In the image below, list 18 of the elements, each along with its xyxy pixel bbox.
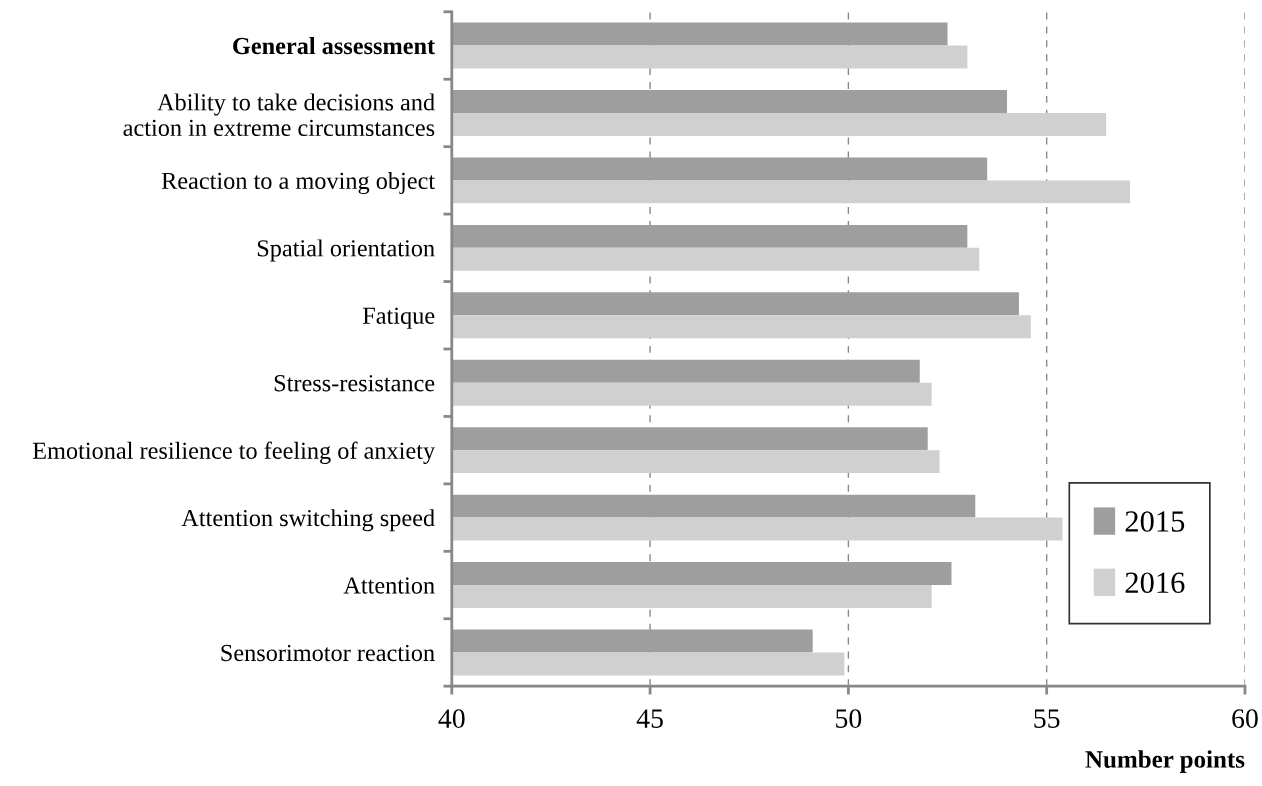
legend-label: 2015 xyxy=(1125,511,1185,532)
x-axis-title: Number points xyxy=(1085,750,1245,773)
y-tick-label: Ability to take decisions and action in extreme circumstances xyxy=(123,93,435,137)
y-tick-label: Attention switching speed xyxy=(181,509,435,532)
y-tick-label: Attention xyxy=(343,577,435,594)
x-tick-label: 50 xyxy=(836,709,862,728)
x-tick-label: 45 xyxy=(636,709,663,728)
y-tick-label: Spatial orientation xyxy=(257,239,435,262)
y-tick-label: Emotional resilience to feeling of anxiety xyxy=(32,441,436,464)
x-tick-label: 60 xyxy=(1232,709,1258,728)
y-tick-label: Sensorimotor reaction xyxy=(221,644,435,662)
y-tick-label: General assessment xyxy=(233,37,436,55)
legend-label: 2016 xyxy=(1125,572,1185,594)
y-tick-label: Stress-resistance xyxy=(274,375,435,392)
y-tick-label: Fatique xyxy=(362,307,435,329)
x-tick-label: 55 xyxy=(1034,709,1060,728)
x-tick-label: 40 xyxy=(438,709,465,728)
y-tick-label: Reaction to a moving object xyxy=(161,171,435,195)
